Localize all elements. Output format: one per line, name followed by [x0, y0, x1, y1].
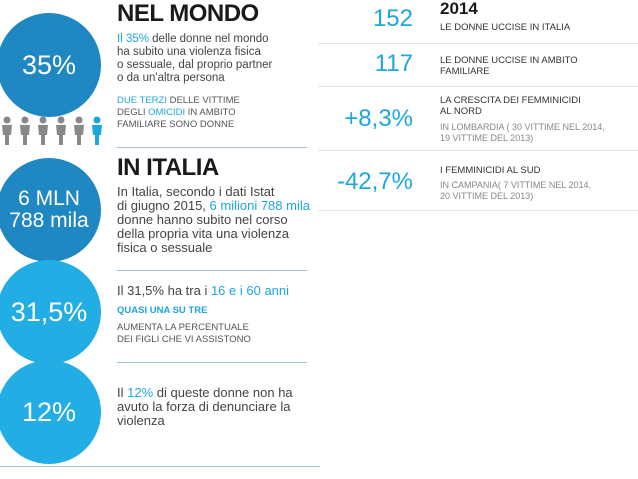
- stat-value: 152: [372, 5, 413, 32]
- block4-circle-value: 12%: [21, 396, 77, 427]
- italia-line4: della propria vita una violenza: [117, 226, 289, 241]
- separator: [117, 147, 307, 148]
- stat-sublabel: 19 VITTIME DEL 2013): [440, 133, 534, 143]
- mondo-caps1: DUE TERZI DELLE VITTIME: [117, 95, 240, 106]
- stat-value: 117: [374, 50, 413, 77]
- stat-value: +8,3%: [344, 105, 413, 132]
- block4-line2: avuto la forza di denunciare la: [117, 399, 291, 414]
- separator: [117, 362, 307, 363]
- mondo-line4: o da un'altra persona: [117, 72, 225, 84]
- mondo-caps3: FAMILIARE SONO DONNE: [117, 119, 235, 130]
- block4-circle: 12%: [0, 360, 101, 464]
- stat-label: LA CRESCITA DEI FEMMINICIDI: [440, 95, 581, 106]
- block3-caps2: DEI FIGLI CHE VI ASSISTONO: [117, 334, 251, 345]
- stat-sublabel: 20 VITTIME DEL 2013): [440, 191, 534, 201]
- block3-circle-value: 31,5%: [10, 296, 88, 327]
- person-icon: [2, 116, 12, 145]
- italia-line3: donne hanno subito nel corso: [117, 212, 288, 227]
- separator: [318, 43, 638, 44]
- person-icon: [56, 116, 66, 145]
- stats-year: 2014: [440, 0, 478, 18]
- mondo-circle-value: 35%: [21, 49, 77, 80]
- separator: [117, 270, 307, 271]
- stat-sublabel: IN LOMBARDIA ( 30 VITTIME NEL 2014,: [440, 122, 605, 132]
- italia-line1: In Italia, secondo i dati Istat: [117, 184, 275, 199]
- italia-circle-line1: 6 MLN: [18, 186, 80, 210]
- mondo-line2: ha subito una violenza fisica: [117, 46, 261, 58]
- block4-line1: Il 12% di queste donne non ha: [117, 385, 293, 400]
- stat-sublabel: IN CAMPANIA( 7 VITTIME NEL 2014,: [440, 180, 592, 190]
- stat-label: I FEMMINICIDI AL SUD: [440, 165, 541, 176]
- separator: [318, 86, 638, 87]
- stat-label: FAMILIARE: [440, 66, 490, 77]
- stat-label: AL NORD: [440, 106, 482, 117]
- mondo-caps2: DEGLI OMICIDI IN AMBITO: [117, 107, 236, 118]
- stat-label: LE DONNE UCCISE IN AMBITO: [440, 55, 578, 66]
- bottom-separator: [0, 466, 320, 467]
- italia-circle: 6 MLN 788 mila: [0, 158, 101, 262]
- mondo-line1: Il 35% delle donne nel mondo: [117, 33, 269, 45]
- italia-title: IN ITALIA: [117, 154, 219, 181]
- italia-line5: fisica o sessuale: [117, 240, 213, 255]
- block3-line1: Il 31,5% ha tra i 16 e i 60 anni: [117, 283, 290, 298]
- people-icons: [0, 116, 104, 146]
- mondo-circle: 35%: [0, 13, 101, 117]
- stat-value: -42,7%: [336, 168, 413, 195]
- person-icon: [74, 116, 84, 145]
- mondo-line3: o sessuale, dal proprio partner: [117, 59, 273, 71]
- block3-caps1: AUMENTA LA PERCENTUALE: [117, 322, 249, 333]
- italia-line2: di giugno 2015, 6 milioni 788 mila: [117, 198, 310, 213]
- separator: [318, 150, 638, 151]
- block4-line3: violenza: [117, 413, 165, 428]
- person-icon: [38, 116, 48, 145]
- block3-caps-highlight: QUASI UNA SU TRE: [117, 305, 208, 316]
- italia-circle-line2: 788 mila: [9, 209, 89, 232]
- separator: [318, 210, 638, 211]
- person-icon: [92, 116, 102, 145]
- mondo-title: NEL MONDO: [117, 0, 259, 27]
- block3-circle: 31,5%: [0, 260, 101, 364]
- stat-label: LE DONNE UCCISE IN ITALIA: [440, 22, 571, 33]
- person-icon: [20, 116, 30, 145]
